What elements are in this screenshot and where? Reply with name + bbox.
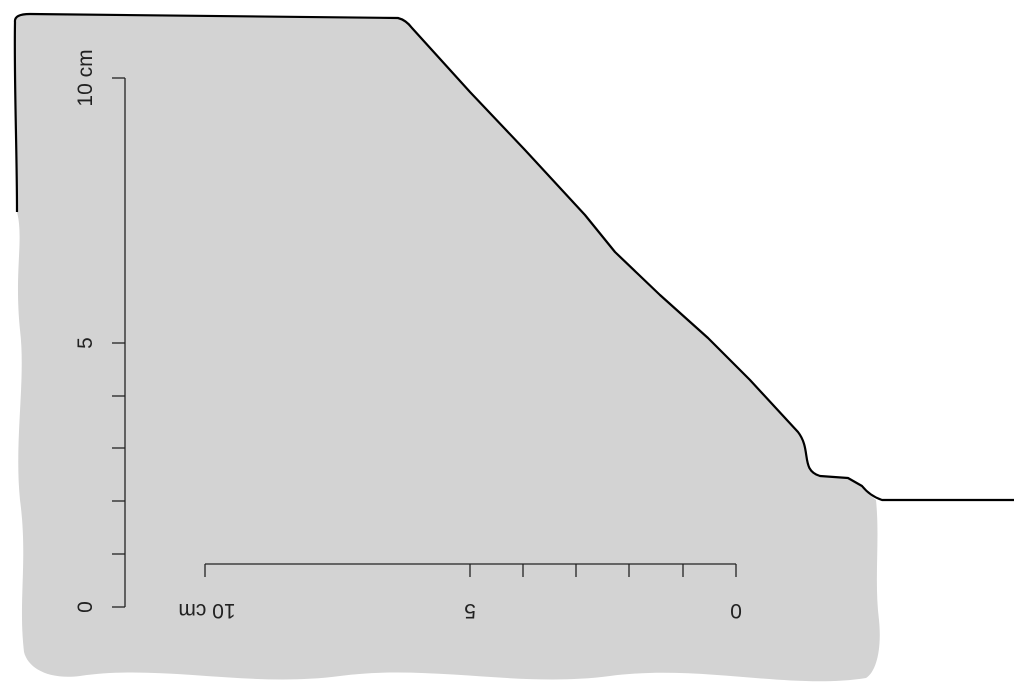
vertical-label-5: 5: [74, 337, 97, 349]
horizontal-label-5: 5: [464, 599, 476, 622]
vertical-label-0: 0: [74, 601, 97, 613]
vertical-label-10cm: 10 cm: [74, 49, 97, 106]
profile-outline: [13, 12, 1014, 502]
horizontal-scale: 0 5 10 cm: [178, 563, 742, 622]
section-body: [14, 14, 880, 682]
horizontal-label-10cm: 10 cm: [178, 599, 235, 622]
vertical-scale: 0 5 10 cm: [74, 49, 126, 613]
horizontal-label-0: 0: [730, 599, 742, 622]
